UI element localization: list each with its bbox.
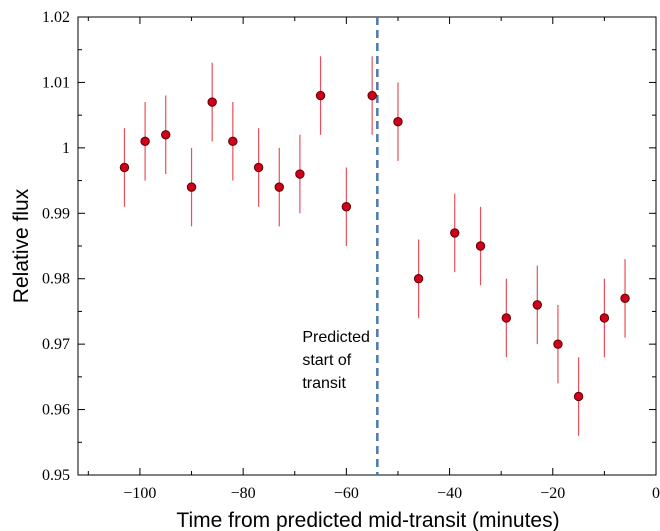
axis-ticks: −100 −80 −60 −40 −20 0 0.95 0.96 0.97 0.98 0.99 1 1.…	[42, 9, 660, 502]
x-tick-label: −100	[123, 485, 156, 502]
data-point	[573, 391, 584, 402]
x-tick-label: −20	[540, 485, 565, 502]
y-tick-label: 1.01	[42, 74, 70, 91]
data-point	[553, 339, 563, 349]
data-point	[140, 136, 150, 147]
data-point	[274, 182, 284, 192]
data-point	[186, 182, 197, 192]
data-point	[119, 162, 130, 173]
x-tick-label: 0	[652, 485, 660, 502]
data-point	[207, 97, 217, 107]
y-tick-label: 0.98	[42, 271, 70, 288]
data-point	[161, 130, 171, 140]
data-point	[295, 169, 305, 179]
y-tick-label: 0.96	[42, 402, 70, 419]
data-point	[393, 116, 403, 127]
data-point	[599, 313, 610, 323]
transit-annotation-line: Predicted	[302, 329, 370, 346]
y-tick-label: 0.97	[42, 336, 70, 353]
data-point	[413, 274, 424, 284]
transit-annotation-line: start of	[302, 352, 351, 369]
y-tick-label: 1.02	[42, 9, 70, 26]
data-point	[450, 228, 460, 238]
data-point	[620, 293, 630, 304]
data-point	[341, 202, 352, 212]
x-axis-title: Time from predicted mid-transit (minutes…	[176, 509, 559, 531]
y-axis-title: Relative flux	[10, 188, 33, 303]
data-points	[119, 56, 630, 436]
data-point	[367, 90, 377, 101]
y-tick-label: 1	[62, 140, 70, 157]
data-point	[501, 313, 512, 323]
data-point	[228, 136, 238, 147]
y-tick-label: 0.99	[42, 205, 70, 222]
plot-area-frame	[77, 16, 657, 476]
x-tick-label: −60	[334, 485, 359, 502]
predicted-transit-start-line-group: Predicted start of transit	[302, 17, 379, 475]
data-point	[475, 241, 486, 251]
x-tick-label: −80	[231, 485, 256, 502]
data-point	[315, 90, 326, 101]
data-point	[253, 162, 264, 173]
x-tick-label: −40	[437, 485, 462, 502]
y-tick-label: 0.95	[42, 467, 70, 484]
data-point	[532, 300, 543, 310]
transit-annotation-line: transit	[302, 375, 346, 392]
